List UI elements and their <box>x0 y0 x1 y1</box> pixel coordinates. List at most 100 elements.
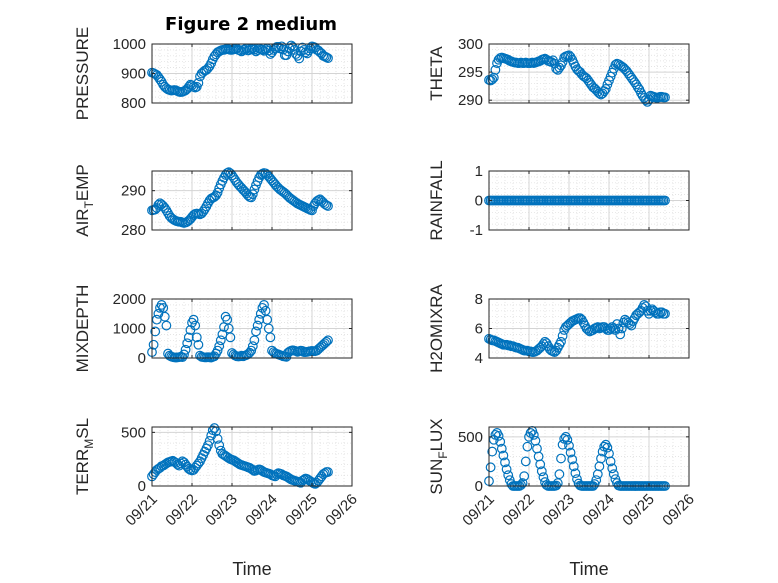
data-point <box>554 62 565 73</box>
x-tick-label: 09/24 <box>242 491 281 530</box>
data-point <box>183 215 194 226</box>
data-point <box>564 440 574 451</box>
y-axis-label: AIRTEMP <box>73 164 96 237</box>
data-point <box>247 465 258 475</box>
data-point <box>156 199 167 210</box>
y-axis-label: TERRMSL <box>73 418 96 495</box>
x-tick-label: 09/22 <box>162 491 201 530</box>
data-point <box>321 336 332 347</box>
data-point <box>556 336 566 347</box>
data-point <box>212 345 223 356</box>
data-point <box>600 84 611 94</box>
data-point <box>252 320 263 331</box>
data-point <box>519 471 530 482</box>
data-point <box>608 469 619 480</box>
data-point <box>199 204 210 215</box>
y-tick-label: 900 <box>121 66 146 83</box>
data-point <box>319 338 330 349</box>
subplot-8: 0 500 SUNFLUX 09/21 09/22 09/23 09/24 09/25 09/2… <box>427 418 698 579</box>
data-point <box>487 74 498 85</box>
data-point <box>607 322 618 332</box>
data-point <box>203 440 213 451</box>
data-point <box>278 44 289 55</box>
data-point <box>231 457 242 468</box>
data-point <box>299 45 309 55</box>
data-point <box>602 442 613 453</box>
data-point <box>190 320 201 331</box>
y-tick-label: 800 <box>121 95 146 112</box>
data-point <box>596 89 606 100</box>
data-point <box>259 300 269 310</box>
x-tick-label: 09/23 <box>202 491 241 530</box>
x-tick-label: 09/21 <box>459 491 498 530</box>
y-axis-label: RAINFALL <box>427 160 446 240</box>
data-point <box>565 52 576 62</box>
data-point <box>503 470 514 481</box>
y-tick-label: 2000 <box>113 291 146 308</box>
data-point <box>487 446 498 457</box>
data-point <box>639 300 650 310</box>
data-point <box>323 467 333 477</box>
data-point <box>265 332 276 343</box>
data-point <box>632 308 643 319</box>
data-point <box>183 332 194 343</box>
data-point <box>198 206 209 217</box>
y-tick-label: 1000 <box>113 321 146 338</box>
data-point <box>562 434 573 445</box>
data-point <box>536 466 547 477</box>
figure-title: Figure 2 medium <box>165 14 337 35</box>
y-tick-label: 0 <box>475 478 483 495</box>
axes-box <box>151 170 353 231</box>
data-point <box>255 465 266 475</box>
data-point <box>572 474 582 485</box>
subplot-6: 4 6 8 H2OMIXRA <box>427 283 690 373</box>
data-point <box>313 45 324 56</box>
x-tick-label: 09/24 <box>579 491 618 530</box>
data-point <box>294 53 305 64</box>
data-point <box>179 349 189 360</box>
data-point <box>155 74 165 85</box>
data-point <box>604 325 614 335</box>
data-point <box>557 57 568 67</box>
data-point <box>660 308 670 319</box>
data-point <box>223 167 234 178</box>
data-point <box>495 436 506 447</box>
data-point <box>225 332 236 343</box>
y-axis-label: THETA <box>427 46 446 101</box>
data-point <box>618 62 629 73</box>
data-markers <box>147 300 333 363</box>
x-tick-label: 09/22 <box>499 491 538 530</box>
data-point <box>485 75 496 86</box>
axes-box <box>151 426 353 487</box>
data-markers <box>147 423 333 489</box>
data-point <box>323 201 333 211</box>
y-axis-label: PRESSURE <box>73 27 92 121</box>
data-point <box>180 85 191 96</box>
data-point <box>323 53 333 64</box>
data-point <box>496 443 507 454</box>
data-point <box>318 469 329 480</box>
data-point <box>516 480 526 490</box>
data-point <box>615 329 626 340</box>
x-tick-label: 09/23 <box>539 491 578 530</box>
data-point <box>568 461 579 472</box>
data-point <box>522 441 533 452</box>
x-tick-label: 09/21 <box>122 491 161 530</box>
data-point <box>188 314 199 325</box>
data-point <box>177 456 188 467</box>
data-point <box>535 459 546 470</box>
data-point <box>636 87 646 98</box>
data-point <box>490 64 501 75</box>
data-point <box>624 319 635 329</box>
data-point <box>212 433 223 444</box>
data-point <box>631 79 642 90</box>
y-tick-label: 1 <box>475 163 483 180</box>
data-point <box>161 205 172 216</box>
data-point <box>247 189 258 200</box>
data-point <box>557 330 568 341</box>
data-point <box>660 92 670 103</box>
x-tick-label: 09/26 <box>659 491 698 530</box>
data-point <box>520 456 531 467</box>
data-point <box>613 323 624 334</box>
